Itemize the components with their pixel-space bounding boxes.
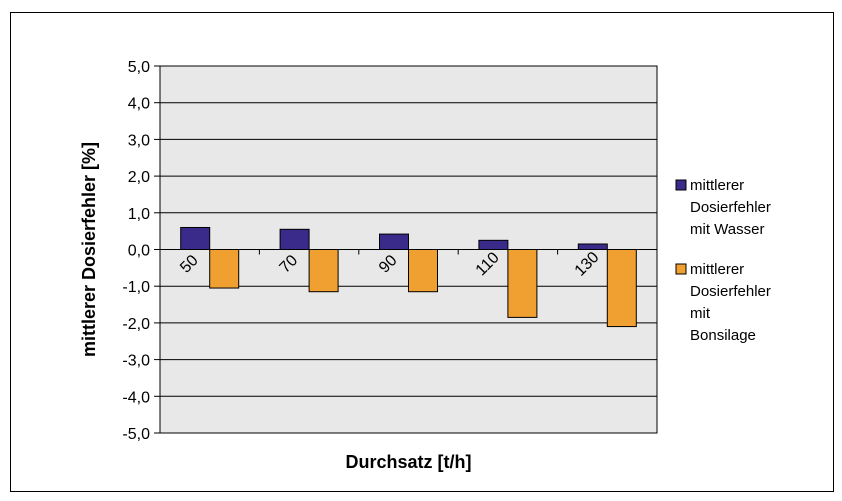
y-axis-title: mittlerer Dosierfehler [%] <box>79 142 99 357</box>
bar-bonsilage <box>408 249 438 293</box>
y-tick-label: -2,0 <box>122 316 150 333</box>
y-tick-labels: 5,0 4,0 3,0 2,0 1,0 0,0 -1,0 -2,0 -3,0 -4,0 -5,0 <box>122 59 150 443</box>
y-tick-label: 0,0 <box>128 243 150 260</box>
legend-label: mit <box>690 305 711 322</box>
bar-bonsilage <box>209 249 240 289</box>
legend-label: Dosierfehler <box>690 283 771 300</box>
legend-label: mittlerer <box>690 261 744 278</box>
y-tick-label: -5,0 <box>122 426 150 443</box>
y-tick-label: -1,0 <box>122 279 150 296</box>
legend: mittlerer Dosierfehler mit Wasser mittlerer… <box>675 177 771 344</box>
y-tick-label: 1,0 <box>128 206 150 223</box>
legend-label: Dosierfehler <box>690 199 771 216</box>
legend-label: Bonsilage <box>690 327 756 344</box>
bar-bonsilage <box>606 249 637 328</box>
bars <box>160 226 657 328</box>
legend-swatch <box>675 263 687 275</box>
y-tick-label: -3,0 <box>122 353 150 370</box>
bar-wasser <box>279 228 310 251</box>
bar-wasser <box>180 226 211 250</box>
y-tick-label: 3,0 <box>128 132 150 149</box>
y-tick-label: 5,0 <box>128 59 150 76</box>
y-tick-label: -4,0 <box>122 389 150 406</box>
legend-label: mittlerer <box>690 177 744 194</box>
y-tick-label: 2,0 <box>128 169 150 186</box>
bar-bonsilage <box>308 249 339 293</box>
bar-wasser <box>577 243 608 250</box>
legend-swatch <box>675 179 687 191</box>
bar-bonsilage <box>507 249 538 318</box>
y-tick-label: 4,0 <box>128 96 150 113</box>
x-axis-title: Durchsatz [t/h] <box>346 452 472 472</box>
gridlines <box>154 65 657 434</box>
bar-wasser <box>478 239 509 250</box>
legend-label: mit Wasser <box>690 221 764 238</box>
bar-wasser <box>379 233 409 250</box>
